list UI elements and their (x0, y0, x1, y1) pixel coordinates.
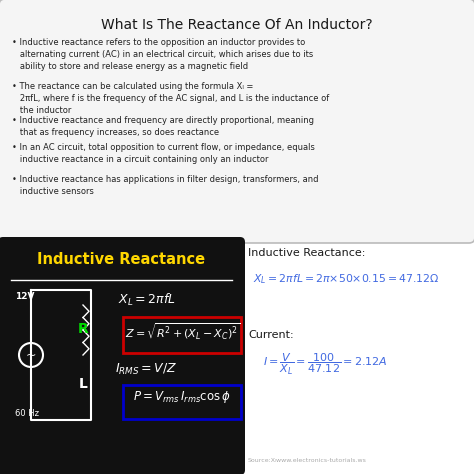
Text: $X_L = 2\pi fL$: $X_L = 2\pi fL$ (118, 292, 175, 308)
Text: • Inductive reactance has applications in filter design, transformers, and
   in: • Inductive reactance has applications i… (12, 175, 319, 196)
Text: Inductive Reactance: Inductive Reactance (37, 252, 206, 267)
Text: L: L (79, 377, 87, 391)
Text: $I = \dfrac{V}{X_L} = \dfrac{100}{47.12} = 2.12A$: $I = \dfrac{V}{X_L} = \dfrac{100}{47.12}… (263, 352, 388, 377)
Text: 12V: 12V (15, 292, 35, 301)
Text: Source:Xₗwww.electronics-tutorials.ws: Source:Xₗwww.electronics-tutorials.ws (248, 458, 367, 463)
Text: 60 Hz: 60 Hz (15, 409, 39, 418)
Text: $Z = \sqrt{R^2+(X_L-X_C)^2}$: $Z = \sqrt{R^2+(X_L-X_C)^2}$ (125, 321, 240, 341)
Text: • Inductive reactance refers to the opposition an inductor provides to
   altern: • Inductive reactance refers to the oppo… (12, 38, 313, 71)
Text: What Is The Reactance Of An Inductor?: What Is The Reactance Of An Inductor? (101, 18, 373, 32)
Bar (124, 385, 241, 419)
Text: Current:: Current: (248, 330, 293, 340)
Text: $X_L = 2\pi fL = 2\pi{\times}50{\times}0.15 = 47.12\Omega$: $X_L = 2\pi fL = 2\pi{\times}50{\times}0… (253, 272, 439, 286)
Text: ~: ~ (26, 348, 36, 362)
Bar (124, 317, 241, 353)
Text: R: R (78, 322, 88, 336)
Text: • In an AC circuit, total opposition to current flow, or impedance, equals
   in: • In an AC circuit, total opposition to … (12, 143, 315, 164)
Text: $P = V_{rms}\,I_{rms}\cos\phi$: $P = V_{rms}\,I_{rms}\cos\phi$ (134, 389, 231, 405)
FancyBboxPatch shape (0, 0, 474, 243)
Text: • Inductive reactance and frequency are directly proportional, meaning
   that a: • Inductive reactance and frequency are … (12, 116, 314, 137)
Text: $I_{RMS} = V/ Z$: $I_{RMS} = V/ Z$ (116, 362, 178, 377)
Text: • The reactance can be calculated using the formula Xₗ =
   2πfL, where f is the: • The reactance can be calculated using … (12, 82, 329, 115)
Text: Inductive Reactance:: Inductive Reactance: (248, 248, 365, 258)
FancyBboxPatch shape (0, 237, 245, 474)
